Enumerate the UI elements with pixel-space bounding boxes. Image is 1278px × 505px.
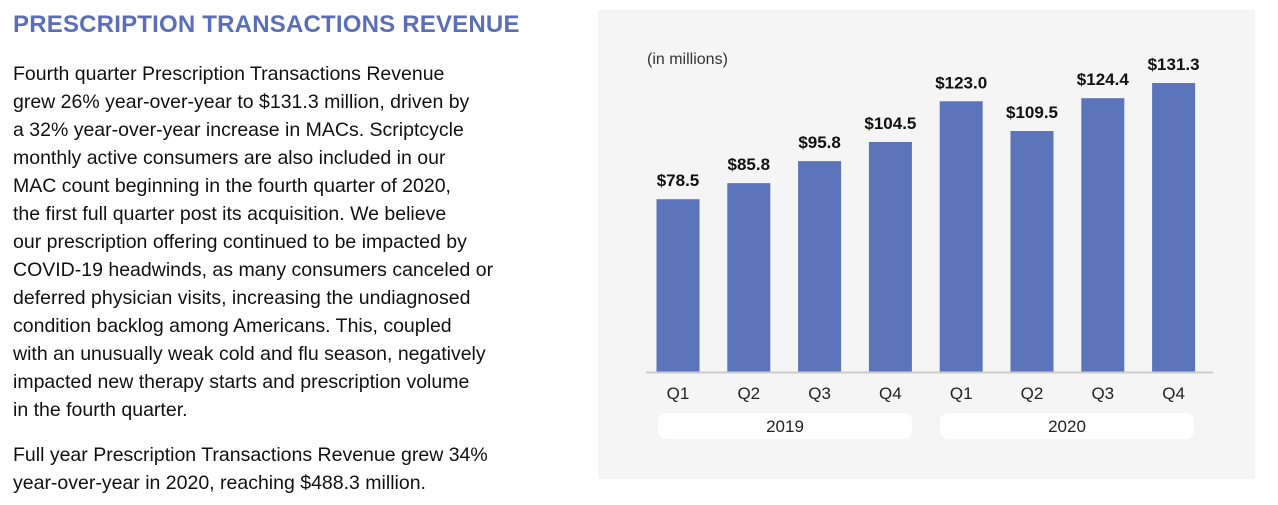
data-label: $85.8 xyxy=(728,155,771,174)
paragraph-line: monthly active consumers are also includ… xyxy=(13,147,446,169)
paragraph-line: our prescription offering continued to b… xyxy=(13,231,467,253)
paragraph-line: with an unusually weak cold and flu seas… xyxy=(13,343,486,365)
paragraph-line: condition backlog among Americans. This,… xyxy=(13,315,452,337)
bar xyxy=(1081,98,1125,373)
year-group-pill xyxy=(658,413,912,439)
paragraph-line: Fourth quarter Prescription Transactions… xyxy=(13,63,445,85)
bar xyxy=(939,101,983,372)
bar xyxy=(798,161,842,372)
unit-note: (in millions) xyxy=(647,51,728,68)
bar-chart: (in millions) $78.5 Q1 $85.8 Q2 $95.8 Q3 $104.5… xyxy=(646,51,1213,439)
paragraph-line: Full year Prescription Transactions Reve… xyxy=(13,444,488,466)
bar xyxy=(1152,83,1196,372)
year-group-label: 2019 xyxy=(766,417,804,436)
body-paragraph-2: Full year Prescription Transactions Reve… xyxy=(13,441,488,497)
x-tick-label: Q4 xyxy=(879,384,902,403)
x-tick-label: Q4 xyxy=(1162,384,1185,403)
data-label: $78.5 xyxy=(657,171,700,190)
data-label: $109.5 xyxy=(1006,103,1058,122)
paragraph-line: year-over-year in 2020, reaching $488.3 … xyxy=(13,472,426,494)
bar xyxy=(868,141,912,372)
paragraph-line: impacted new therapy starts and prescrip… xyxy=(13,371,470,393)
section-title: PRESCRIPTION TRANSACTIONS REVENUE xyxy=(13,11,520,38)
data-label: $131.3 xyxy=(1148,55,1200,74)
data-label: $95.8 xyxy=(798,133,841,152)
chart-panel: (in millions) $78.5 Q1 $85.8 Q2 $95.8 Q3 $104.5… xyxy=(598,10,1255,479)
paragraph-line: grew 26% year-over-year to $131.3 millio… xyxy=(13,91,470,113)
paragraph-line: a 32% year-over-year increase in MACs. S… xyxy=(13,119,464,141)
year-group-label: 2020 xyxy=(1048,417,1086,436)
paragraph-line: deferred physician visits, increasing th… xyxy=(13,287,471,309)
bar xyxy=(656,199,700,372)
x-tick-label: Q1 xyxy=(950,384,973,403)
x-tick-label: Q3 xyxy=(808,384,831,403)
x-tick-label: Q2 xyxy=(1021,384,1044,403)
paragraph-line: in the fourth quarter. xyxy=(13,399,188,421)
data-label: $123.0 xyxy=(935,73,987,92)
data-label: $104.5 xyxy=(864,114,916,133)
x-tick-label: Q1 xyxy=(667,384,690,403)
x-tick-label: Q2 xyxy=(737,384,760,403)
paragraph-line: COVID-19 headwinds, as many consumers ca… xyxy=(13,259,494,281)
paragraph-line: MAC count beginning in the fourth quarte… xyxy=(13,175,451,197)
bar xyxy=(727,183,771,372)
paragraph-line: the first full quarter post its acquisit… xyxy=(13,203,447,225)
body-paragraph-1: Fourth quarter Prescription Transactions… xyxy=(13,60,493,424)
x-tick-label: Q3 xyxy=(1091,384,1114,403)
year-group-pill xyxy=(940,413,1194,439)
bar xyxy=(1010,130,1054,372)
data-label: $124.4 xyxy=(1077,70,1130,89)
